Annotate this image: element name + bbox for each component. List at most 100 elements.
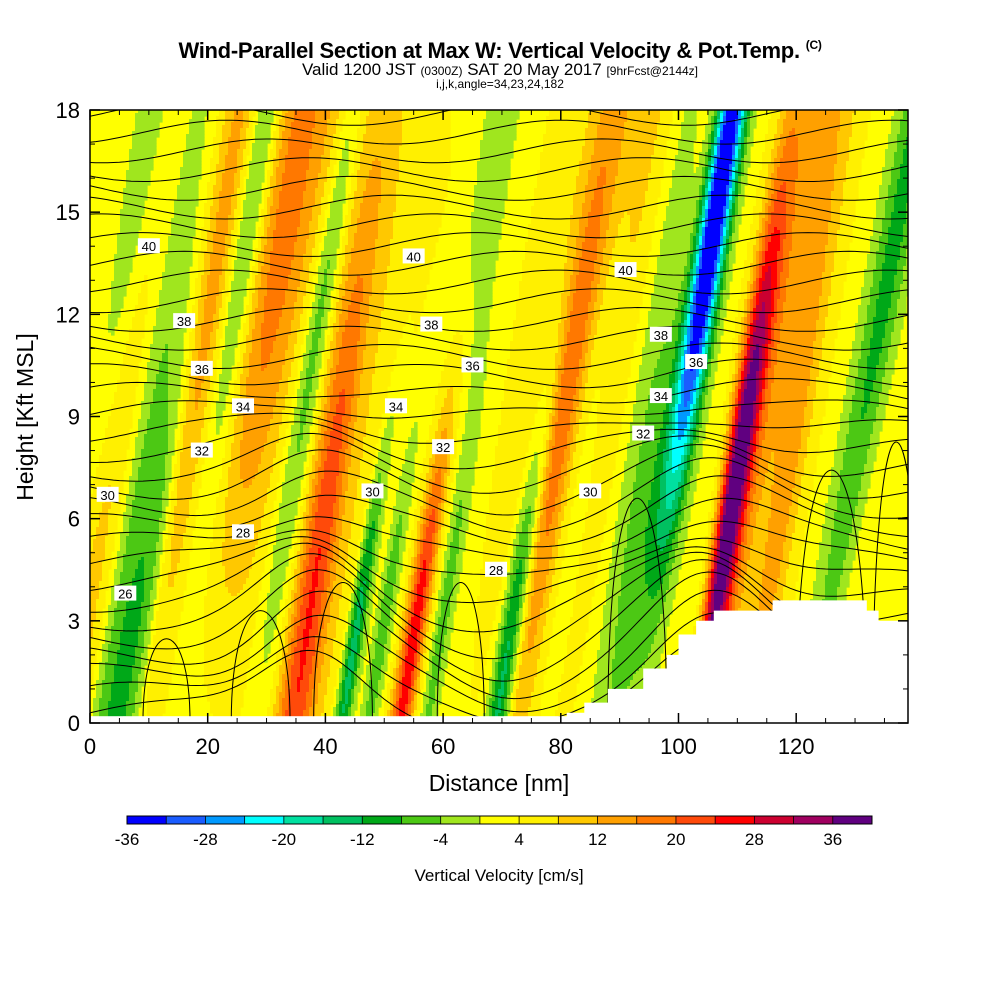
- terrain-shape: [554, 600, 908, 723]
- colorbar: -36 -28 -20 -12 -4 4 12 20 28 36: [115, 815, 873, 849]
- theta-contour-line: [90, 457, 908, 534]
- x-tick-label: 100: [660, 734, 697, 759]
- colorbar-swatch: [479, 816, 520, 824]
- contour-labels: 26 28 28 30 30 30 32 32 32 34 34 34 36 36 36 38 38 38 40 40…: [96, 238, 708, 602]
- contour-label: 28: [236, 525, 250, 540]
- subtitle-valid: Valid 1200 JST: [302, 60, 416, 79]
- contour-label: 28: [489, 563, 503, 578]
- colorbar-swatch: [127, 816, 167, 824]
- y-tick-label: 9: [68, 405, 80, 430]
- contour-label-box: [685, 354, 708, 370]
- colorbar-swatch: [519, 816, 559, 824]
- colorbar-swatch: [832, 816, 873, 824]
- theta-contour-line: [90, 157, 908, 182]
- y-tick-label: 3: [68, 609, 80, 634]
- theta-contour-line: [90, 269, 908, 295]
- theta-contour-line: [90, 110, 787, 126]
- contour-label: 36: [195, 362, 209, 377]
- theta-contour-line: [90, 194, 908, 220]
- colorbar-swatch: [362, 816, 402, 824]
- contour-label-box: [485, 561, 508, 577]
- contour-label: 36: [689, 355, 703, 370]
- colorbar-swatch: [166, 816, 206, 824]
- colorbar-swatch: [401, 816, 442, 824]
- colorbar-swatch: [440, 816, 481, 824]
- contour-label: 32: [436, 440, 450, 455]
- colorbar-swatch: [283, 816, 324, 824]
- theta-contour-line: [90, 421, 908, 470]
- theta-contour-line: [90, 325, 908, 351]
- contour-label-box: [649, 388, 672, 404]
- theta-contour-line: [90, 358, 908, 389]
- colorbar-tick-label: 20: [666, 830, 685, 849]
- contour-label-box: [614, 262, 637, 278]
- subtitle-forecast: [9hrFcst@2144z]: [606, 64, 698, 78]
- theta-contour-line: [90, 232, 908, 257]
- contour-label-box: [579, 483, 602, 499]
- contour-label: 38: [177, 314, 191, 329]
- theta-contour-dome: [230, 610, 291, 723]
- contour-label-box: [432, 439, 455, 455]
- colorbar-tick-label: 36: [823, 830, 842, 849]
- colorbar-tick-label: -4: [433, 830, 448, 849]
- x-tick-label: 120: [778, 734, 815, 759]
- y-tick-label: 0: [68, 711, 80, 736]
- y-tick-label: 12: [56, 302, 80, 327]
- colorbar-tick-label: 28: [745, 830, 764, 849]
- contour-label-box: [190, 442, 213, 458]
- theta-contour-line: [90, 536, 908, 604]
- theta-contour-line: [90, 559, 908, 682]
- contour-label-box: [649, 326, 672, 342]
- theta-contour-line: [90, 138, 908, 164]
- x-tick-label: 20: [195, 734, 219, 759]
- chart-meta: i,j,k,angle=34,23,24,182: [0, 77, 1000, 91]
- colorbar-tick-label: -28: [193, 830, 218, 849]
- contour-label-box: [137, 238, 160, 254]
- theta-contour-dome: [313, 582, 373, 723]
- contour-label-box: [190, 360, 213, 376]
- contour-label-box: [173, 313, 196, 329]
- theta-contour-line: [90, 497, 908, 559]
- colorbar-tick-label: -12: [350, 830, 375, 849]
- surface-strip: [90, 716, 908, 723]
- theta-contour-line: [90, 432, 908, 494]
- colorbar-swatch: [597, 816, 638, 824]
- x-axis-label: Distance [nm]: [429, 770, 570, 796]
- colorbar-tick-label: 4: [514, 830, 523, 849]
- theta-contour-line: [90, 475, 908, 548]
- contour-label: 40: [142, 239, 156, 254]
- x-tick-label: 60: [431, 734, 455, 759]
- contour-label-box: [420, 316, 443, 332]
- theta-contour-line: [90, 250, 908, 276]
- contour-label: 32: [636, 427, 650, 442]
- colorbar-label: Vertical Velocity [cm/s]: [414, 866, 583, 885]
- contour-label-box: [461, 357, 484, 373]
- colorbar-swatch: [675, 816, 716, 824]
- x-tick-label: 0: [84, 734, 96, 759]
- theta-contour-dome: [795, 469, 868, 723]
- contour-label: 36: [465, 358, 479, 373]
- contour-label: 32: [195, 444, 209, 459]
- theta-contour-line: [90, 551, 908, 660]
- theta-contour-dome: [436, 582, 485, 723]
- theta-contour-line: [90, 444, 908, 516]
- colorbar-tick-label: -20: [272, 830, 297, 849]
- contour-label-box: [232, 398, 255, 414]
- colorbar-swatch: [558, 816, 599, 824]
- theta-contour-line: [90, 119, 908, 145]
- theta-contour-line: [90, 288, 908, 314]
- colorbar-swatch: [636, 816, 677, 824]
- colorbar-swatch: [754, 816, 795, 824]
- colorbar-swatch: [793, 816, 834, 824]
- contour-label-box: [385, 398, 408, 414]
- y-tick-label: 18: [56, 98, 80, 123]
- colorbar-swatch: [323, 816, 363, 824]
- theta-contour-dome: [142, 638, 191, 723]
- contour-label: 30: [365, 484, 379, 499]
- colorbar-tick-label: 12: [588, 830, 607, 849]
- contour-label: 34: [236, 399, 250, 414]
- theta-contour-line: [90, 399, 908, 419]
- contour-label-box: [402, 248, 425, 264]
- contour-label: 30: [100, 488, 114, 503]
- contour-label: 40: [406, 249, 420, 264]
